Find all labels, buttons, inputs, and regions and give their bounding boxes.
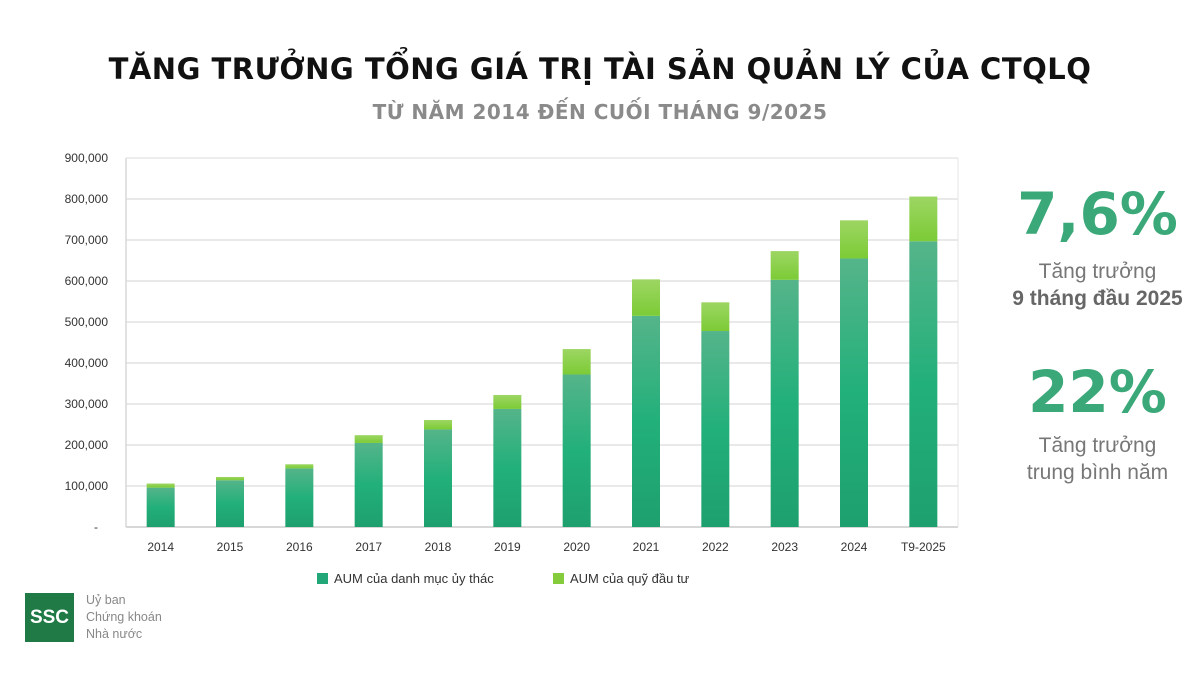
stat-growth-average: 22% Tăng trưởng trung bình năm [990,362,1200,486]
x-tick-label: 2020 [563,540,590,554]
stat-growth-9m: 7,6% Tăng trưởng 9 tháng đầu 2025 [990,184,1200,312]
x-tick-label: T9-2025 [901,540,946,554]
bar-trust-T9-2025 [909,241,938,528]
bar-fund-2016 [285,464,314,469]
bar-trust-2024 [840,258,868,527]
bar-trust-2019 [493,408,522,527]
bar-trust-2020 [562,374,591,527]
bar-fund-2021 [632,279,660,316]
legend-item-trust: AUM của danh mục ủy thác [317,571,494,586]
bar-trust-2017 [354,442,383,527]
y-tick-label: - [94,520,98,534]
y-tick-label: 400,000 [65,356,109,370]
bar-fund-2018 [424,419,452,430]
bar-fund-2014 [146,483,175,488]
logo-line: Chứng khoán [86,610,162,624]
bar-fund-2019 [493,394,522,409]
stat-label: Tăng trưởng [1038,260,1157,283]
bar-fund-T9-2025 [909,196,938,242]
stat-label: trung bình năm [1026,461,1169,484]
stat-label: 9 tháng đầu 2025 [1012,287,1183,310]
x-tick-label: 2022 [702,540,729,554]
stat-label: Tăng trưởng [1038,434,1157,457]
x-tick-label: 2019 [494,540,521,554]
x-tick-label: 2017 [355,540,382,554]
stat-value: 22% [1028,358,1167,426]
y-tick-label: 300,000 [65,397,109,411]
logo-line: Uỷ ban [86,593,126,607]
logo-mark: SSC [29,606,70,628]
bar-trust-2021 [632,315,660,527]
legend-label-trust: AUM của danh mục ủy thác [334,571,494,586]
stat-value: 7,6% [1017,180,1178,248]
bar-trust-2022 [701,331,730,527]
page-title: TĂNG TRƯỞNG TỔNG GIÁ TRỊ TÀI SẢN QUẢN LÝ… [108,52,1092,86]
bar-trust-2023 [770,279,799,527]
y-tick-label: 800,000 [65,192,109,206]
legend-swatch-trust [317,573,328,584]
y-tick-label: 900,000 [65,151,109,165]
bar-fund-2022 [701,302,730,332]
bar-fund-2023 [770,251,799,280]
y-tick-label: 600,000 [65,274,109,288]
page-subtitle: TỪ NĂM 2014 ĐẾN CUỐI THÁNG 9/2025 [372,100,828,124]
y-tick-label: 700,000 [65,233,109,247]
bar-fund-2017 [354,435,383,443]
bar-fund-2020 [562,349,591,375]
x-tick-label: 2014 [147,540,174,554]
x-tick-label: 2021 [633,540,660,554]
bar-trust-2015 [216,480,244,527]
bar-fund-2024 [840,220,868,259]
x-tick-label: 2018 [425,540,452,554]
y-tick-label: 100,000 [65,479,109,493]
x-tick-label: 2024 [841,540,868,554]
legend-item-fund: AUM của quỹ đầu tư [553,571,689,586]
bar-trust-2018 [424,429,452,527]
legend-swatch-fund [553,573,564,584]
x-tick-label: 2016 [286,540,313,554]
y-tick-label: 200,000 [65,438,109,452]
ssc-logo: SSC [25,593,74,642]
logo-line: Nhà nước [86,627,143,641]
bar-fund-2015 [216,476,244,481]
logo-text: Uỷ ban Chứng khoán Nhà nước [86,592,162,643]
x-tick-label: 2023 [771,540,798,554]
bar-trust-2016 [285,468,314,527]
x-tick-label: 2015 [217,540,244,554]
legend-label-fund: AUM của quỹ đầu tư [570,571,690,586]
bar-trust-2014 [146,487,175,527]
y-tick-label: 500,000 [65,315,109,329]
